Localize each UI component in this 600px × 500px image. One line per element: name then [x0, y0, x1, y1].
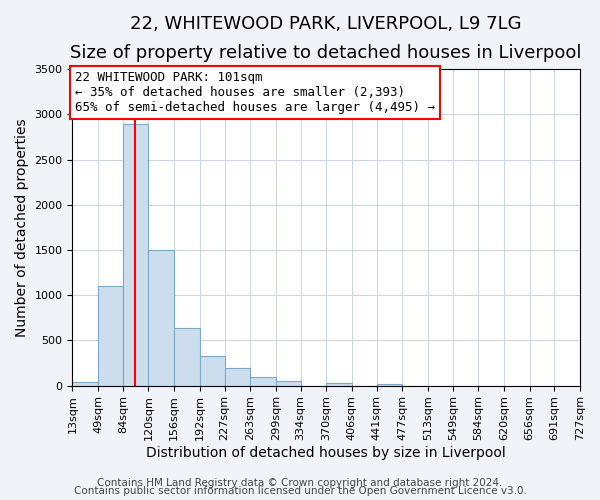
Text: 22 WHITEWOOD PARK: 101sqm
← 35% of detached houses are smaller (2,393)
65% of se: 22 WHITEWOOD PARK: 101sqm ← 35% of detac…	[75, 71, 435, 114]
Bar	[250, 376, 276, 386]
Bar	[224, 368, 250, 386]
Text: Contains HM Land Registry data © Crown copyright and database right 2024.: Contains HM Land Registry data © Crown c…	[97, 478, 503, 488]
Y-axis label: Number of detached properties: Number of detached properties	[15, 118, 29, 337]
Bar	[123, 124, 148, 386]
Bar	[174, 328, 200, 386]
Bar	[276, 381, 301, 386]
Text: Contains public sector information licensed under the Open Government Licence v3: Contains public sector information licen…	[74, 486, 526, 496]
Bar	[148, 250, 174, 386]
Bar	[200, 356, 224, 386]
Bar	[98, 286, 123, 386]
Bar	[73, 382, 98, 386]
Bar	[326, 383, 352, 386]
Title: 22, WHITEWOOD PARK, LIVERPOOL, L9 7LG
Size of property relative to detached hous: 22, WHITEWOOD PARK, LIVERPOOL, L9 7LG Si…	[70, 15, 582, 62]
X-axis label: Distribution of detached houses by size in Liverpool: Distribution of detached houses by size …	[146, 446, 506, 460]
Bar	[377, 384, 402, 386]
